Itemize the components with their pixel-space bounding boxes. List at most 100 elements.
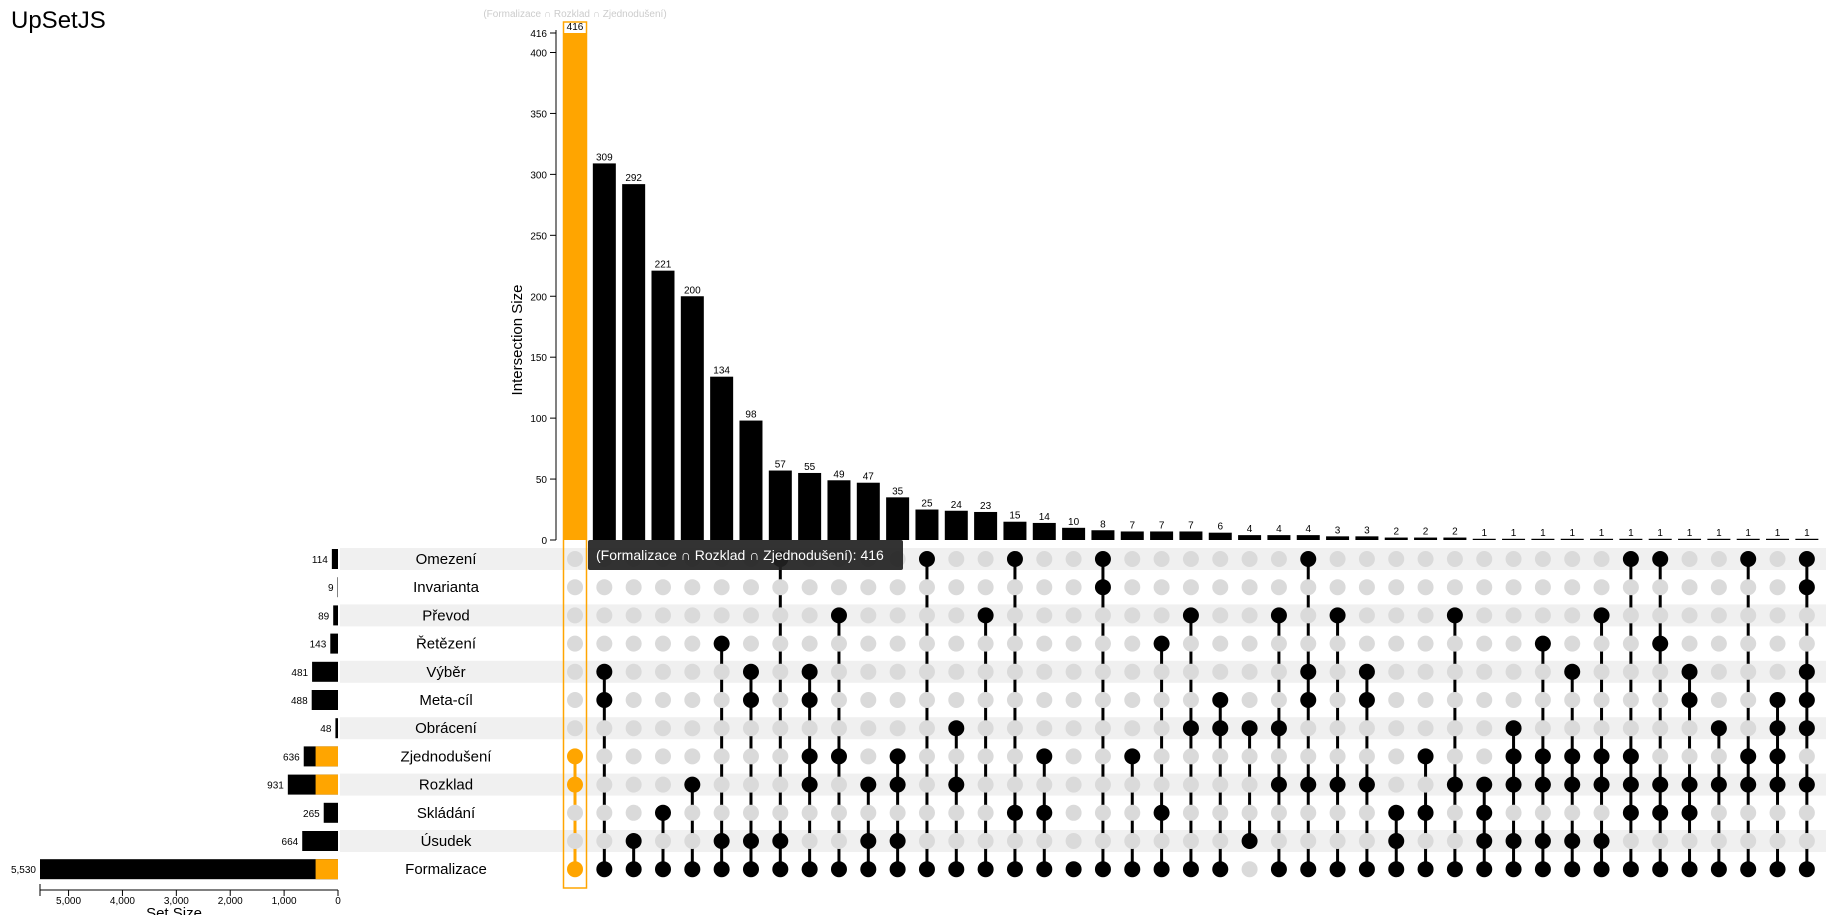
matrix-dot-inactive[interactable]: [684, 607, 701, 624]
matrix-dot-inactive[interactable]: [1388, 579, 1405, 596]
matrix-dot-inactive[interactable]: [684, 833, 701, 849]
matrix-dot-inactive[interactable]: [1241, 804, 1258, 821]
matrix-dot-inactive[interactable]: [596, 804, 613, 821]
matrix-dot-inactive[interactable]: [1652, 692, 1669, 708]
matrix-dot-active[interactable]: [1036, 748, 1053, 765]
matrix-dot-inactive[interactable]: [1329, 663, 1346, 680]
matrix-dot-inactive[interactable]: [801, 607, 818, 624]
matrix-dot-active[interactable]: [860, 776, 877, 793]
matrix-dot-inactive[interactable]: [1740, 579, 1757, 596]
matrix-dot-inactive[interactable]: [1036, 692, 1053, 708]
matrix-dot-inactive[interactable]: [860, 663, 877, 680]
matrix-dot-inactive[interactable]: [1036, 551, 1053, 567]
matrix-dot-inactive[interactable]: [1006, 607, 1023, 624]
matrix-dot-active[interactable]: [567, 748, 583, 765]
matrix-dot-inactive[interactable]: [1622, 663, 1639, 680]
matrix-dot-inactive[interactable]: [772, 720, 789, 737]
matrix-dot-inactive[interactable]: [742, 776, 759, 793]
matrix-dot-inactive[interactable]: [948, 804, 965, 821]
matrix-dot-active[interactable]: [596, 861, 613, 878]
matrix-dot-inactive[interactable]: [742, 635, 759, 652]
matrix-dot-inactive[interactable]: [742, 607, 759, 624]
matrix-dot-inactive[interactable]: [889, 663, 906, 680]
matrix-dot-inactive[interactable]: [1358, 833, 1375, 849]
matrix-dot-active[interactable]: [1329, 776, 1346, 793]
matrix-dot-active[interactable]: [1505, 776, 1522, 793]
matrix-dot-active[interactable]: [654, 861, 671, 878]
intersection-bar[interactable]: [1766, 538, 1790, 540]
matrix-dot-inactive[interactable]: [948, 635, 965, 652]
intersection-bar[interactable]: [1648, 538, 1672, 540]
matrix-dot-active[interactable]: [1652, 804, 1669, 821]
matrix-dot-active[interactable]: [1740, 748, 1757, 765]
matrix-dot-active[interactable]: [1358, 692, 1375, 708]
matrix-dot-active[interactable]: [1622, 551, 1639, 567]
matrix-dot-inactive[interactable]: [1534, 720, 1551, 737]
matrix-dot-inactive[interactable]: [1652, 607, 1669, 624]
matrix-dot-active[interactable]: [1769, 861, 1786, 878]
matrix-dot-inactive[interactable]: [1681, 748, 1698, 765]
matrix-dot-active[interactable]: [1564, 748, 1581, 765]
matrix-dot-inactive[interactable]: [830, 720, 847, 737]
matrix-dot-inactive[interactable]: [860, 692, 877, 708]
matrix-dot-inactive[interactable]: [1446, 833, 1463, 849]
matrix-dot-inactive[interactable]: [948, 748, 965, 765]
matrix-dot-inactive[interactable]: [1769, 833, 1786, 849]
matrix-dot-inactive[interactable]: [1710, 748, 1727, 765]
matrix-dot-inactive[interactable]: [830, 635, 847, 652]
matrix-dot-inactive[interactable]: [1036, 720, 1053, 737]
matrix-dot-active[interactable]: [1798, 692, 1815, 708]
matrix-dot-inactive[interactable]: [1182, 776, 1199, 793]
matrix-dot-active[interactable]: [1710, 861, 1727, 878]
intersection-bar[interactable]: [1150, 531, 1174, 540]
matrix-dot-inactive[interactable]: [1798, 635, 1815, 652]
matrix-dot-active[interactable]: [1036, 804, 1053, 821]
matrix-dot-inactive[interactable]: [1094, 804, 1111, 821]
matrix-dot-inactive[interactable]: [1153, 776, 1170, 793]
matrix-dot-active[interactable]: [1534, 635, 1551, 652]
matrix-dot-inactive[interactable]: [1534, 551, 1551, 567]
matrix-dot-inactive[interactable]: [1622, 635, 1639, 652]
matrix-dot-inactive[interactable]: [1446, 692, 1463, 708]
matrix-dot-active[interactable]: [742, 692, 759, 708]
matrix-dot-inactive[interactable]: [1652, 748, 1669, 765]
matrix-dot-inactive[interactable]: [1182, 579, 1199, 596]
matrix-dot-inactive[interactable]: [772, 804, 789, 821]
intersection-bar[interactable]: [739, 420, 763, 540]
matrix-dot-inactive[interactable]: [1593, 692, 1610, 708]
matrix-dot-active[interactable]: [1534, 833, 1551, 849]
matrix-dot-inactive[interactable]: [1006, 692, 1023, 708]
matrix-dot-active[interactable]: [1270, 720, 1287, 737]
matrix-dot-inactive[interactable]: [625, 607, 642, 624]
matrix-dot-inactive[interactable]: [713, 607, 730, 624]
matrix-dot-inactive[interactable]: [1417, 720, 1434, 737]
matrix-dot-inactive[interactable]: [1300, 635, 1317, 652]
matrix-dot-inactive[interactable]: [1006, 776, 1023, 793]
matrix-dot-active[interactable]: [742, 861, 759, 878]
matrix-dot-active[interactable]: [1329, 607, 1346, 624]
matrix-dot-inactive[interactable]: [1358, 720, 1375, 737]
matrix-dot-inactive[interactable]: [948, 551, 965, 567]
matrix-dot-active[interactable]: [625, 833, 642, 849]
matrix-dot-inactive[interactable]: [860, 720, 877, 737]
matrix-dot-active[interactable]: [625, 861, 642, 878]
intersection-bar[interactable]: [1296, 535, 1320, 540]
matrix-dot-active[interactable]: [1212, 720, 1229, 737]
matrix-dot-active[interactable]: [1564, 663, 1581, 680]
matrix-dot-inactive[interactable]: [889, 720, 906, 737]
matrix-dot-active[interactable]: [1652, 776, 1669, 793]
matrix-dot-inactive[interactable]: [918, 776, 935, 793]
matrix-dot-inactive[interactable]: [1241, 861, 1258, 878]
matrix-dot-inactive[interactable]: [567, 551, 583, 567]
matrix-dot-inactive[interactable]: [1065, 551, 1082, 567]
matrix-dot-inactive[interactable]: [772, 579, 789, 596]
matrix-dot-inactive[interactable]: [596, 833, 613, 849]
matrix-dot-inactive[interactable]: [801, 635, 818, 652]
matrix-dot-inactive[interactable]: [1153, 748, 1170, 765]
matrix-dot-inactive[interactable]: [742, 804, 759, 821]
matrix-dot-inactive[interactable]: [567, 663, 583, 680]
matrix-dot-inactive[interactable]: [1710, 833, 1727, 849]
matrix-dot-inactive[interactable]: [1182, 663, 1199, 680]
intersection-bar[interactable]: [1414, 537, 1438, 540]
matrix-dot-active[interactable]: [1212, 692, 1229, 708]
